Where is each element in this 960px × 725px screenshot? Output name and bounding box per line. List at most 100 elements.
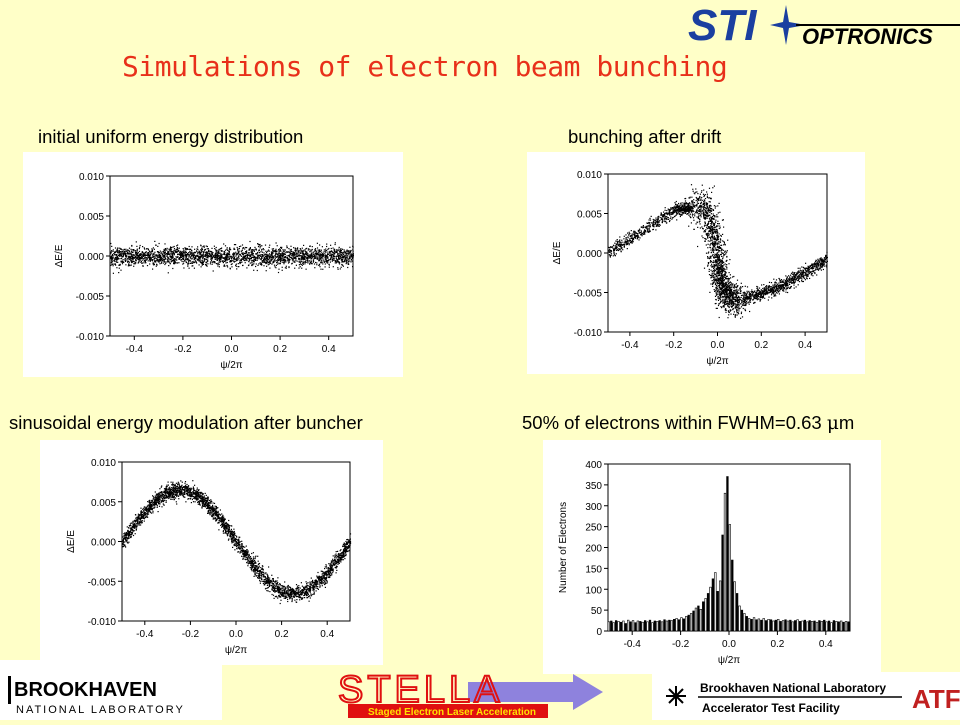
data-point xyxy=(723,227,724,228)
data-point xyxy=(259,245,260,246)
data-point xyxy=(749,311,750,312)
data-point xyxy=(329,251,330,252)
data-point xyxy=(706,203,707,204)
data-point xyxy=(282,267,283,268)
data-point xyxy=(252,253,253,254)
data-point xyxy=(707,238,708,239)
data-point xyxy=(669,214,670,215)
data-point xyxy=(196,262,197,263)
data-point xyxy=(317,254,318,255)
data-point xyxy=(167,254,168,255)
data-point xyxy=(183,248,184,249)
data-point xyxy=(733,276,734,277)
data-point xyxy=(138,257,139,258)
data-point xyxy=(286,247,287,248)
data-point xyxy=(161,252,162,253)
data-point xyxy=(117,251,118,252)
data-point xyxy=(218,259,219,260)
data-point xyxy=(165,248,166,249)
data-point xyxy=(627,243,628,244)
data-point xyxy=(154,258,155,259)
data-point xyxy=(730,274,731,275)
data-point xyxy=(126,255,127,256)
data-point xyxy=(174,254,175,255)
data-point xyxy=(321,250,322,251)
data-point xyxy=(177,245,178,246)
data-point xyxy=(719,265,720,266)
data-point xyxy=(231,266,232,267)
data-point xyxy=(619,236,620,237)
data-point xyxy=(191,256,192,257)
data-point xyxy=(676,215,677,216)
data-point xyxy=(722,302,723,303)
data-point xyxy=(327,249,328,250)
data-point xyxy=(700,212,701,213)
data-point xyxy=(157,258,158,259)
y-axis-label: ΔE/E xyxy=(54,244,65,267)
data-point xyxy=(759,296,760,297)
data-point xyxy=(194,259,195,260)
data-point xyxy=(666,222,667,223)
data-point xyxy=(346,259,347,260)
data-point xyxy=(130,256,131,257)
data-point xyxy=(192,253,193,254)
data-point xyxy=(148,249,149,250)
data-point xyxy=(263,249,264,250)
data-point xyxy=(699,213,700,214)
data-point xyxy=(188,257,189,258)
data-point xyxy=(207,266,208,267)
data-point xyxy=(122,263,123,264)
data-point xyxy=(738,313,739,314)
data-point xyxy=(710,265,711,266)
data-point xyxy=(299,254,300,255)
data-point xyxy=(172,268,173,269)
data-point xyxy=(725,312,726,313)
data-point xyxy=(826,258,827,259)
data-point xyxy=(712,273,713,274)
data-point xyxy=(307,255,308,256)
data-point xyxy=(200,259,201,260)
data-point xyxy=(318,265,319,266)
data-point xyxy=(286,251,287,252)
data-point xyxy=(698,216,699,217)
data-point xyxy=(285,256,286,257)
data-point xyxy=(287,258,288,259)
data-point xyxy=(340,256,341,257)
data-point xyxy=(317,258,318,259)
data-point xyxy=(710,262,711,263)
data-point xyxy=(315,248,316,249)
data-point xyxy=(313,252,314,253)
data-point xyxy=(229,259,230,260)
data-point xyxy=(723,302,724,303)
data-point xyxy=(713,275,714,276)
data-point xyxy=(157,246,158,247)
data-point xyxy=(237,253,238,254)
data-point xyxy=(670,218,671,219)
data-point xyxy=(345,253,346,254)
data-point xyxy=(306,252,307,253)
data-point xyxy=(817,259,818,260)
data-point xyxy=(694,215,695,216)
data-point xyxy=(208,251,209,252)
data-point xyxy=(142,260,143,261)
data-point xyxy=(310,246,311,247)
data-point xyxy=(741,297,742,298)
data-point xyxy=(696,210,697,211)
data-point xyxy=(279,255,280,256)
data-point xyxy=(231,261,232,262)
data-point xyxy=(286,266,287,267)
data-point xyxy=(723,293,724,294)
data-point xyxy=(711,208,712,209)
data-point xyxy=(154,249,155,250)
data-point xyxy=(271,264,272,265)
data-point xyxy=(269,245,270,246)
data-point xyxy=(238,266,239,267)
data-point xyxy=(159,243,160,244)
data-point xyxy=(622,249,623,250)
data-point xyxy=(326,246,327,247)
data-point xyxy=(186,252,187,253)
data-point xyxy=(709,201,710,202)
data-point xyxy=(235,259,236,260)
data-point xyxy=(339,253,340,254)
data-point xyxy=(290,257,291,258)
